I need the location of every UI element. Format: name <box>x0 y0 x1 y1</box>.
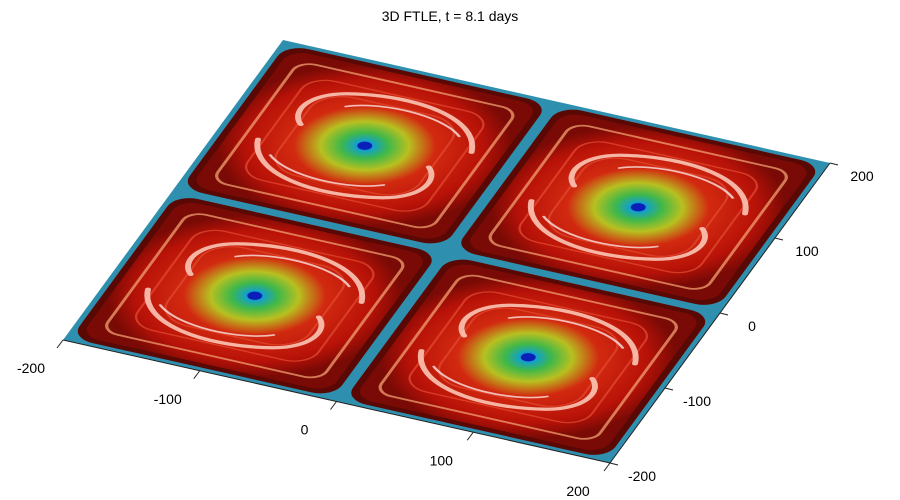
vortex-center <box>520 353 536 362</box>
ftle-spiral-arm <box>254 137 435 200</box>
ftle-spiral-arm <box>458 303 639 366</box>
ftle-spiral-arm <box>185 242 366 304</box>
y-tick-label: 0 <box>748 318 756 334</box>
ftle-spiral-arm <box>234 254 351 288</box>
ftle-ridge-ring <box>408 291 649 424</box>
eddy-cell <box>187 48 542 244</box>
y-tick-label: 100 <box>795 243 819 259</box>
y-tick-label: -100 <box>683 393 711 409</box>
y-tick <box>664 387 674 391</box>
ftle-spiral-arm <box>527 199 708 261</box>
y-tick <box>774 237 784 241</box>
eddy-cell <box>77 198 432 394</box>
ftle-spiral-arm <box>617 166 735 199</box>
eddy-cell <box>461 109 816 305</box>
ftle-spiral-arm <box>344 104 461 138</box>
vortex-center <box>357 141 373 150</box>
y-tick <box>609 462 619 466</box>
ftle-ridge-ring <box>518 141 759 274</box>
ftle-ridge-ring <box>105 213 405 379</box>
ftle-ridge-ring <box>488 124 788 290</box>
ftle-spiral-arm <box>507 316 625 349</box>
ftle-ridge-ring <box>164 246 345 346</box>
x-tick <box>330 401 337 410</box>
eddy-cell <box>351 259 706 455</box>
ftle-ridge-ring <box>548 157 729 257</box>
ftle-spiral-arm <box>268 154 386 187</box>
x-tick <box>466 431 474 441</box>
ftle-ridge-ring <box>134 229 375 362</box>
ftle-spiral-arm <box>295 92 476 154</box>
y-tick <box>719 312 729 316</box>
chart-title: 3D FTLE, t = 8.1 days <box>381 8 519 24</box>
x-tick-label: 200 <box>566 483 590 499</box>
ftle-spiral-arm <box>417 349 598 411</box>
ftle-spiral-arm <box>542 215 659 249</box>
y-tick <box>829 162 839 166</box>
ftle-spiral-arm <box>158 304 276 337</box>
ftle-ridge-ring <box>438 307 619 407</box>
y-tick-label: 200 <box>850 168 874 184</box>
x-tick-label: 100 <box>430 452 454 468</box>
x-tick-label: -100 <box>154 391 182 407</box>
ftle-ridge-ring <box>215 63 515 229</box>
x-tick-label: 0 <box>301 422 309 438</box>
y-tick-label: -200 <box>628 468 656 484</box>
ftle-spiral-arm <box>432 365 549 399</box>
x-tick-label: -200 <box>17 360 45 376</box>
ftle-spiral-arm <box>144 287 325 350</box>
ftle-ridge-ring <box>244 79 485 212</box>
vortex-center <box>247 291 263 300</box>
x-tick <box>193 370 201 380</box>
ftle-ridge-ring <box>274 96 455 196</box>
ftle-ridge-ring <box>378 274 678 440</box>
x-tick <box>56 339 64 349</box>
x-tick <box>603 462 611 472</box>
ftle-spiral-arm <box>568 153 749 216</box>
vortex-center <box>630 203 646 212</box>
